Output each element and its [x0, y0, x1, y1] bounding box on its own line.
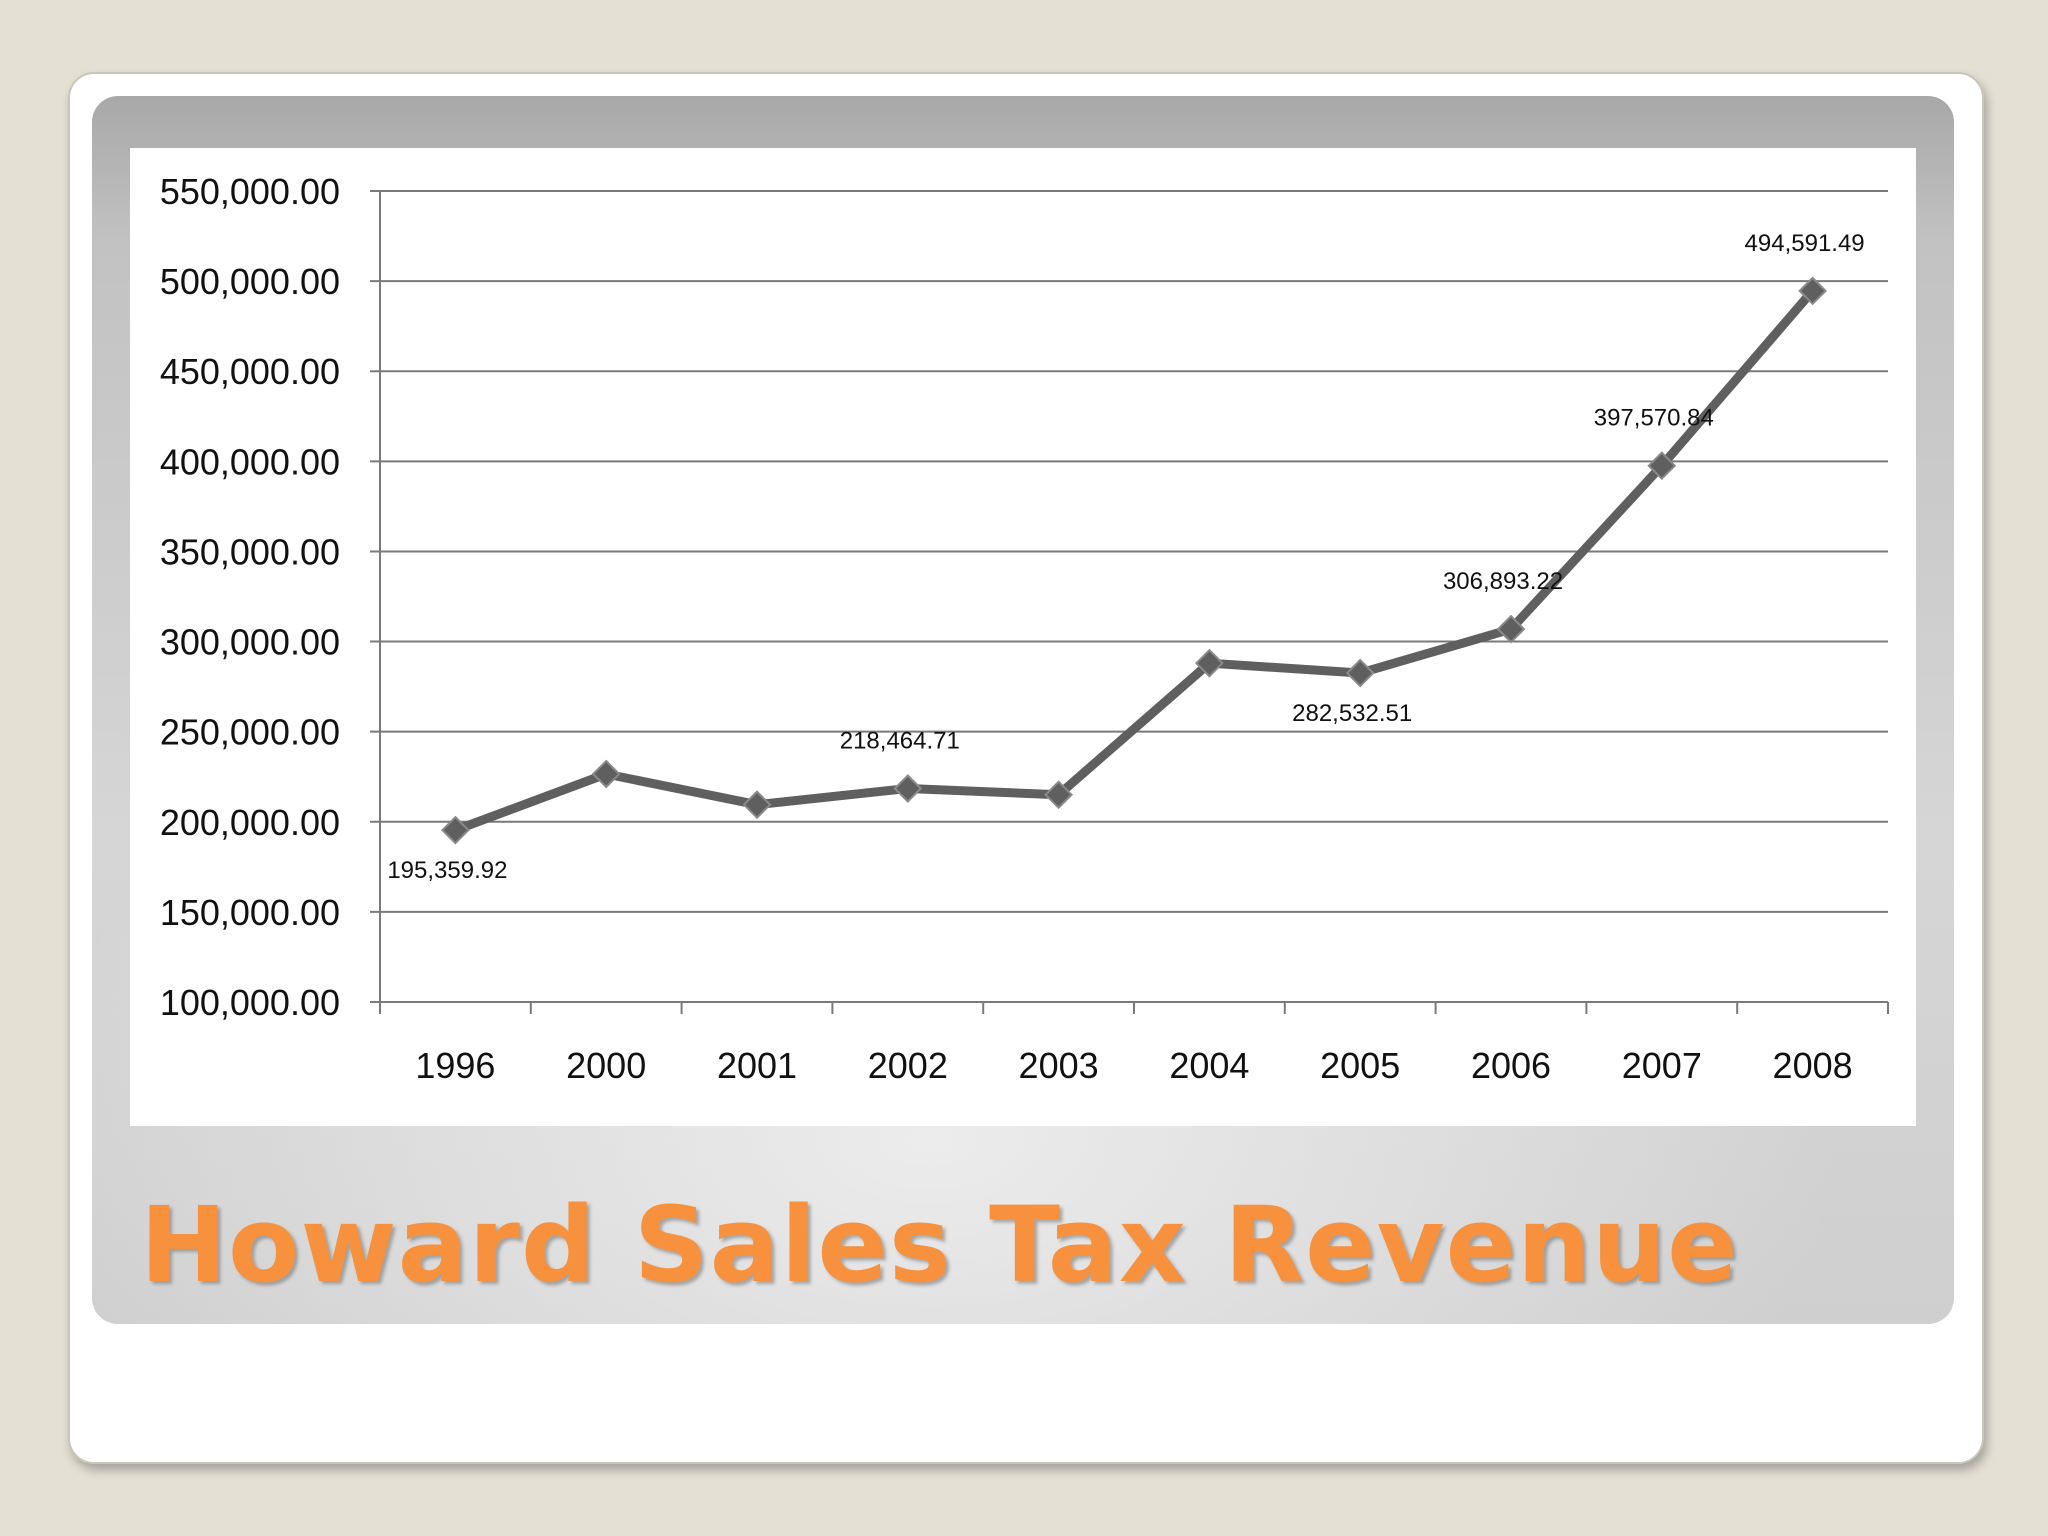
data-point-marker: [440, 815, 470, 845]
y-tick-label: 350,000.00: [160, 531, 340, 572]
series-line: [450, 286, 1818, 835]
data-point-marker: [1345, 658, 1375, 688]
x-tick-label: 1996: [415, 1045, 495, 1086]
data-point-marker: [1044, 780, 1074, 810]
x-tick-label: 2008: [1773, 1045, 1853, 1086]
x-tick-label: 2000: [566, 1045, 646, 1086]
x-tick-label: 2006: [1471, 1045, 1551, 1086]
x-tick-label: 2003: [1019, 1045, 1099, 1086]
data-label: 282,532.51: [1292, 700, 1412, 727]
y-tick-label: 150,000.00: [160, 892, 340, 933]
data-point-marker: [591, 759, 621, 789]
y-tick-label: 200,000.00: [160, 802, 340, 843]
data-label: 195,359.92: [387, 857, 507, 884]
data-point-marker: [1647, 451, 1677, 481]
data-point-marker: [1798, 276, 1828, 306]
data-label: 494,591.49: [1745, 230, 1865, 257]
data-label: 218,464.71: [840, 728, 960, 755]
y-tick-label: 300,000.00: [160, 622, 340, 663]
y-tick-label: 500,000.00: [160, 261, 340, 302]
data-point-marker: [742, 790, 772, 820]
data-label: 306,893.22: [1443, 568, 1563, 595]
x-tick-label: 2007: [1622, 1045, 1702, 1086]
data-label: 397,570.84: [1594, 405, 1714, 432]
x-tick-label: 2002: [868, 1045, 948, 1086]
y-tick-label: 550,000.00: [160, 171, 340, 212]
line-chart: 100,000.00 150,000.00 200,000.00 250,000.00…: [160, 171, 1889, 1086]
y-tick-label: 100,000.00: [160, 982, 340, 1023]
y-tick-label: 450,000.00: [160, 351, 340, 392]
y-tick-label: 400,000.00: [160, 441, 340, 482]
x-tick-label: 2004: [1169, 1045, 1249, 1086]
x-tick-label: 2005: [1320, 1045, 1400, 1086]
y-tick-label: 250,000.00: [160, 712, 340, 753]
data-point-marker: [893, 774, 923, 803]
data-point-marker: [1194, 648, 1224, 678]
x-tick-label: 2001: [717, 1045, 797, 1086]
chart-area: 100,000.00 150,000.00 200,000.00 250,000.00…: [130, 148, 1916, 1126]
data-point-marker: [1496, 614, 1526, 644]
slide-title: Howard Sales Tax Revenue: [140, 1184, 1739, 1306]
